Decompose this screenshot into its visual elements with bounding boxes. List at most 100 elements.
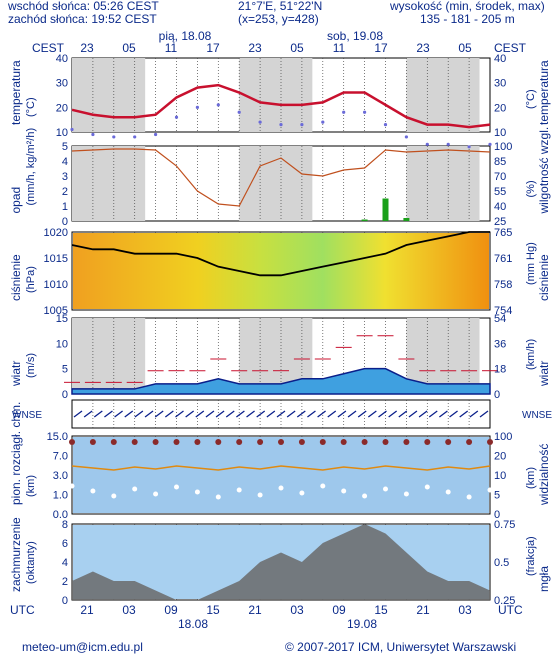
left-tick: 20	[56, 102, 68, 114]
left-axis-unit: (mm/h, kg/m²/h)	[25, 128, 37, 206]
bottom-hour: 21	[248, 603, 262, 617]
right-tick: 54	[494, 313, 506, 325]
cloud-top-dot	[278, 439, 284, 445]
right-tick: 10	[494, 470, 506, 482]
right-axis-label: wilgotność wzgl.	[537, 127, 551, 215]
cloud-base-dot	[153, 491, 159, 497]
left-tick: 4	[62, 557, 68, 569]
wind-arrow	[286, 410, 296, 418]
left-tick: 1010	[44, 279, 68, 291]
right-tick: 0	[494, 389, 500, 401]
sunrise-label: wschód słońca: 05:26 CEST	[8, 0, 159, 13]
wind-arrow	[164, 410, 174, 418]
left-tick: 1015	[44, 253, 68, 265]
cloud-base-dot	[487, 487, 493, 493]
night-band	[72, 318, 146, 394]
wind-arrow	[296, 410, 306, 418]
bottom-hour: 09	[332, 603, 346, 617]
cloud-base-dot	[69, 483, 75, 489]
tz-top-right: CEST	[494, 41, 527, 55]
left-tick: 0	[62, 216, 68, 228]
cloud-base-dot	[132, 486, 138, 492]
cloud-base-dot	[362, 493, 368, 499]
right-axis-label: temperatura	[537, 60, 551, 125]
cloud-base-dot	[383, 486, 388, 492]
left-tick: 0.0	[53, 509, 68, 521]
right-axis-label: widzialność	[537, 444, 551, 506]
night-band	[239, 58, 313, 132]
top-hour: 23	[248, 41, 262, 55]
wind-arrow	[307, 410, 316, 418]
right-tick: 40	[494, 201, 506, 213]
top-hour: 17	[374, 41, 388, 55]
copyright-label: © 2007-2017 ICM, Uniwersytet Warszawski	[285, 640, 517, 654]
dewpoint-dot	[133, 135, 137, 139]
right-tick: 20	[494, 451, 506, 463]
left-tick: 1020	[44, 227, 68, 239]
cloud-top-dot	[173, 439, 180, 445]
wind-arrow	[418, 410, 428, 418]
right-tick: 5	[494, 490, 500, 502]
wind-arrow	[144, 410, 154, 418]
right-tick: 10	[494, 127, 506, 139]
top-hour: 17	[206, 41, 220, 55]
night-band	[239, 146, 313, 221]
wind-arrow	[256, 410, 266, 418]
right-tick: 0	[494, 509, 500, 521]
pressure-bg	[73, 233, 489, 309]
dewpoint-dot	[112, 135, 116, 139]
cloud-base-dot	[174, 484, 179, 490]
day1-label: pią, 18.08	[159, 29, 212, 43]
dewpoint-dot	[425, 142, 429, 146]
left-tick: 0	[62, 595, 68, 607]
top-hour: 05	[122, 41, 136, 55]
wind-arrow	[428, 410, 438, 418]
left-axis-unit: (m/s)	[25, 353, 37, 378]
right-tick: 25	[494, 216, 506, 228]
dewpoint-dot	[216, 103, 220, 107]
cloud-top-dot	[152, 439, 159, 445]
right-axis-unit: (mm Hg)	[525, 242, 537, 285]
cloud-top-dot	[257, 439, 264, 445]
dewpoint-dot	[488, 142, 492, 146]
left-tick: 2	[62, 186, 68, 198]
left-tick: 0	[62, 389, 68, 401]
cloud-area	[72, 524, 490, 600]
visibility-line	[71, 465, 491, 471]
wind-arrow	[73, 410, 83, 418]
wind-arrow	[175, 410, 184, 418]
elevation-values: 135 - 181 - 205 m	[420, 12, 515, 26]
left-tick: 10	[56, 127, 68, 139]
left-tick: 2	[62, 576, 68, 588]
temperature-line	[71, 83, 491, 129]
wind-area	[71, 367, 491, 395]
left-axis-unit: (km)	[25, 475, 37, 497]
bottom-date2: 19.08	[347, 617, 377, 631]
cloud-top-dot	[194, 439, 201, 445]
right-axis-unit: (°C)	[525, 89, 537, 109]
right-tick: 761	[494, 253, 512, 265]
wind-arrow	[327, 410, 337, 418]
cloud-top-dot	[466, 439, 473, 445]
right-tick: 100	[494, 431, 512, 443]
wind-arrow	[388, 410, 398, 418]
dewpoint-dot	[258, 120, 262, 124]
right-tick: 100	[494, 141, 512, 153]
cloud-top-dot	[236, 439, 243, 445]
wind-arrow	[154, 410, 164, 418]
night-band	[406, 146, 480, 221]
left-tick: 15	[56, 313, 68, 325]
left-tick: 5	[62, 364, 68, 376]
cloud-base-dot	[341, 488, 347, 494]
dewpoint-dot	[70, 127, 74, 132]
precip-bar	[403, 218, 410, 221]
wind-arrow	[398, 410, 408, 418]
dewpoint-dot	[195, 105, 199, 109]
cloud-top-dot	[403, 439, 410, 445]
left-tick: 6	[62, 538, 68, 550]
dewpoint-dot	[91, 132, 95, 137]
wind-arrow	[124, 410, 134, 418]
email-link[interactable]: meteo-um@icm.edu.pl	[22, 640, 143, 654]
cloud-base-dot	[257, 492, 263, 498]
